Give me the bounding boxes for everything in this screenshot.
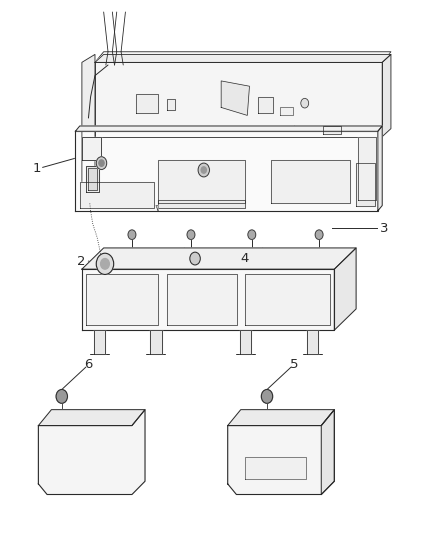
Polygon shape [88, 168, 97, 190]
Text: 2: 2 [77, 255, 85, 268]
Polygon shape [382, 54, 391, 136]
Polygon shape [378, 126, 382, 211]
Polygon shape [39, 410, 145, 495]
Polygon shape [150, 330, 162, 354]
Polygon shape [136, 94, 158, 113]
Polygon shape [158, 160, 245, 203]
Text: 1: 1 [33, 162, 41, 175]
Polygon shape [258, 97, 273, 113]
Polygon shape [95, 62, 382, 136]
Circle shape [201, 167, 206, 173]
Circle shape [101, 259, 110, 269]
Polygon shape [80, 182, 154, 208]
Polygon shape [75, 131, 378, 211]
Polygon shape [167, 274, 237, 325]
Circle shape [99, 160, 104, 166]
Polygon shape [82, 269, 334, 330]
Polygon shape [245, 457, 306, 479]
Polygon shape [271, 160, 350, 203]
Polygon shape [86, 274, 158, 325]
Polygon shape [240, 330, 251, 354]
Polygon shape [86, 166, 99, 192]
Polygon shape [228, 410, 334, 425]
Text: 6: 6 [85, 358, 93, 371]
Polygon shape [95, 52, 391, 62]
Polygon shape [334, 248, 356, 330]
Polygon shape [221, 81, 250, 115]
Polygon shape [307, 330, 318, 354]
Circle shape [301, 99, 309, 108]
Text: 5: 5 [290, 358, 298, 371]
Circle shape [96, 253, 114, 274]
Circle shape [261, 390, 273, 403]
Polygon shape [323, 126, 341, 134]
Polygon shape [167, 100, 176, 110]
Polygon shape [75, 126, 382, 131]
Polygon shape [158, 200, 245, 208]
Text: 3: 3 [380, 222, 389, 235]
Polygon shape [280, 108, 293, 115]
Polygon shape [156, 206, 158, 211]
Polygon shape [356, 163, 375, 206]
Polygon shape [228, 410, 334, 495]
Circle shape [96, 157, 107, 169]
Polygon shape [358, 136, 376, 200]
Circle shape [198, 163, 209, 177]
Polygon shape [321, 410, 334, 495]
Polygon shape [82, 136, 102, 160]
Circle shape [190, 252, 200, 265]
Polygon shape [82, 248, 356, 269]
Circle shape [315, 230, 323, 239]
Circle shape [56, 390, 67, 403]
Polygon shape [94, 330, 105, 354]
Circle shape [248, 230, 256, 239]
Circle shape [128, 230, 136, 239]
Text: 4: 4 [240, 252, 248, 265]
Polygon shape [95, 54, 391, 62]
Polygon shape [245, 274, 330, 325]
Polygon shape [39, 410, 145, 425]
Circle shape [187, 230, 195, 239]
Polygon shape [82, 54, 95, 203]
